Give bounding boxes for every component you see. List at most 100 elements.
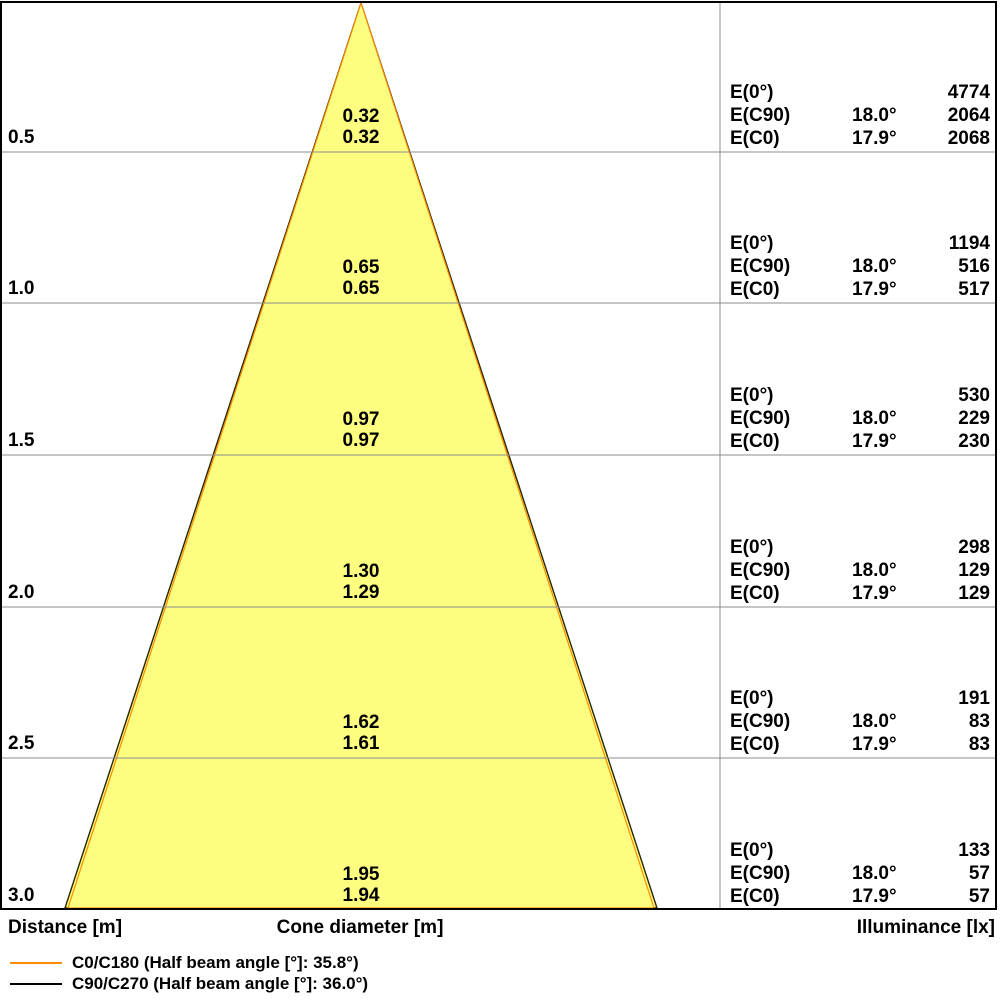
cone-diameter-values-1.0m: 0.65 0.65 xyxy=(261,257,461,299)
e-value: 298 xyxy=(958,537,990,558)
e-label: E(C90) xyxy=(730,105,791,126)
e-angle: 17.9° xyxy=(852,583,897,604)
e-value: 133 xyxy=(958,840,990,861)
illuminance-row: E(C0) 17.9° 83 xyxy=(730,733,990,756)
e-value: 516 xyxy=(958,256,990,277)
illuminance-block-0.5m: E(0°) 4774 E(C90) 18.0° 2064 E(C0) 17.9°… xyxy=(730,81,990,150)
legend-label: C0/C180 (Half beam angle [°]: 35.8°) xyxy=(72,953,359,972)
e-angle xyxy=(852,232,930,255)
illuminance-row: E(C0) 17.9° 517 xyxy=(730,278,990,301)
e-label: E(0°) xyxy=(730,537,774,558)
e-angle: 18.0° xyxy=(852,105,897,126)
e-value: 129 xyxy=(958,560,990,581)
e-value: 2064 xyxy=(947,105,990,126)
e-label: E(C0) xyxy=(730,431,780,452)
e-value: 57 xyxy=(968,886,990,907)
cone-diameter-c90: 1.95 xyxy=(342,864,380,885)
e-value: 57 xyxy=(968,863,990,884)
cone-diameter-values-2.0m: 1.30 1.29 xyxy=(261,561,461,603)
illuminance-row: E(C0) 17.9° 230 xyxy=(730,430,990,453)
e-angle xyxy=(852,839,930,862)
e-angle: 18.0° xyxy=(852,408,897,429)
illuminance-block-3.0m: E(0°) 133 E(C90) 18.0° 57 E(C0) 17.9° 57 xyxy=(730,839,990,908)
e-value: 1194 xyxy=(948,233,990,254)
illuminance-row: E(0°) 133 xyxy=(730,839,990,862)
cone-diameter-c90: 0.32 xyxy=(342,106,380,127)
illuminance-row: E(0°) 1194 xyxy=(730,232,990,255)
illuminance-block-1.0m: E(0°) 1194 E(C90) 18.0° 516 E(C0) 17.9° … xyxy=(730,232,990,301)
legend-item-c90-c270: C90/C270 (Half beam angle [°]: 36.0°) xyxy=(0,973,520,994)
distance-label-1.5: 1.5 xyxy=(8,430,35,451)
chart-frame xyxy=(0,1,997,910)
e-angle: 18.0° xyxy=(852,711,897,732)
e-label: E(C0) xyxy=(730,583,780,604)
legend-line-black-icon xyxy=(10,983,62,985)
cone-diameter-values-2.5m: 1.62 1.61 xyxy=(261,712,461,754)
e-value: 229 xyxy=(958,408,990,429)
distance-label-0.5: 0.5 xyxy=(8,127,35,148)
e-angle: 18.0° xyxy=(852,863,897,884)
illuminance-block-2.5m: E(0°) 191 E(C90) 18.0° 83 E(C0) 17.9° 83 xyxy=(730,687,990,756)
illuminance-row: E(C0) 17.9° 129 xyxy=(730,582,990,605)
cone-diameter-c0: 0.32 xyxy=(342,127,380,148)
cone-diameter-c0: 1.29 xyxy=(342,582,380,603)
legend-label: C90/C270 (Half beam angle [°]: 36.0°) xyxy=(72,974,369,993)
illuminance-row: E(0°) 298 xyxy=(730,536,990,559)
e-value: 517 xyxy=(958,279,990,300)
illuminance-row: E(C90) 18.0° 129 xyxy=(730,559,990,582)
e-angle xyxy=(852,384,930,407)
e-value: 191 xyxy=(958,688,990,709)
e-label: E(0°) xyxy=(730,233,774,254)
axis-caption-cone-diameter: Cone diameter [m] xyxy=(276,917,444,938)
illuminance-row: E(C0) 17.9° 2068 xyxy=(730,127,990,150)
e-angle: 17.9° xyxy=(852,128,897,149)
cone-diameter-c90: 0.97 xyxy=(342,409,380,430)
e-value: 4774 xyxy=(947,82,990,103)
e-angle: 18.0° xyxy=(852,560,897,581)
e-angle: 17.9° xyxy=(852,886,897,907)
cone-chart-canvas xyxy=(0,0,997,910)
e-label: E(0°) xyxy=(730,840,774,861)
e-angle xyxy=(852,536,930,559)
illuminance-row: E(C90) 18.0° 516 xyxy=(730,255,990,278)
e-angle: 17.9° xyxy=(852,734,897,755)
illuminance-row: E(0°) 191 xyxy=(730,687,990,710)
cone-diameter-c90: 1.62 xyxy=(342,712,380,733)
legend-item-c0-c180: C0/C180 (Half beam angle [°]: 35.8°) xyxy=(0,952,520,973)
e-value: 83 xyxy=(968,711,990,732)
illuminance-row: E(0°) 4774 xyxy=(730,81,990,104)
distance-label-3.0: 3.0 xyxy=(8,885,35,906)
distance-label-2.5: 2.5 xyxy=(8,733,35,754)
e-label: E(C0) xyxy=(730,279,780,300)
e-value: 2068 xyxy=(947,128,990,149)
distance-label-2.0: 2.0 xyxy=(8,582,35,603)
e-angle: 18.0° xyxy=(852,256,897,277)
cone-diameter-c0: 1.61 xyxy=(342,733,380,754)
e-label: E(C0) xyxy=(730,734,780,755)
illuminance-row: E(C90) 18.0° 83 xyxy=(730,710,990,733)
illuminance-row: E(C90) 18.0° 2064 xyxy=(730,104,990,127)
cone-diameter-values-3.0m: 1.95 1.94 xyxy=(261,864,461,906)
illuminance-row: E(0°) 530 xyxy=(730,384,990,407)
cone-diameter-c0: 0.65 xyxy=(342,278,380,299)
cone-diameter-c0: 0.97 xyxy=(342,430,380,451)
illuminance-row: E(C90) 18.0° 57 xyxy=(730,862,990,885)
e-label: E(C90) xyxy=(730,256,791,277)
e-label: E(C90) xyxy=(730,408,791,429)
cone-diameter-values-0.5m: 0.32 0.32 xyxy=(261,106,461,148)
e-angle: 17.9° xyxy=(852,279,897,300)
e-label: E(C0) xyxy=(730,886,780,907)
illuminance-row: E(C90) 18.0° 229 xyxy=(730,407,990,430)
e-value: 230 xyxy=(958,431,990,452)
cone-diameter-values-1.5m: 0.97 0.97 xyxy=(261,409,461,451)
e-angle xyxy=(852,81,930,104)
e-angle: 17.9° xyxy=(852,431,897,452)
e-label: E(0°) xyxy=(730,82,774,103)
e-value: 83 xyxy=(968,734,990,755)
axis-caption-illuminance: Illuminance [lx] xyxy=(856,917,995,938)
e-label: E(C90) xyxy=(730,863,791,884)
legend-line-orange-icon xyxy=(10,962,62,964)
illuminance-block-1.5m: E(0°) 530 E(C90) 18.0° 229 E(C0) 17.9° 2… xyxy=(730,384,990,453)
distance-label-1.0: 1.0 xyxy=(8,278,35,299)
